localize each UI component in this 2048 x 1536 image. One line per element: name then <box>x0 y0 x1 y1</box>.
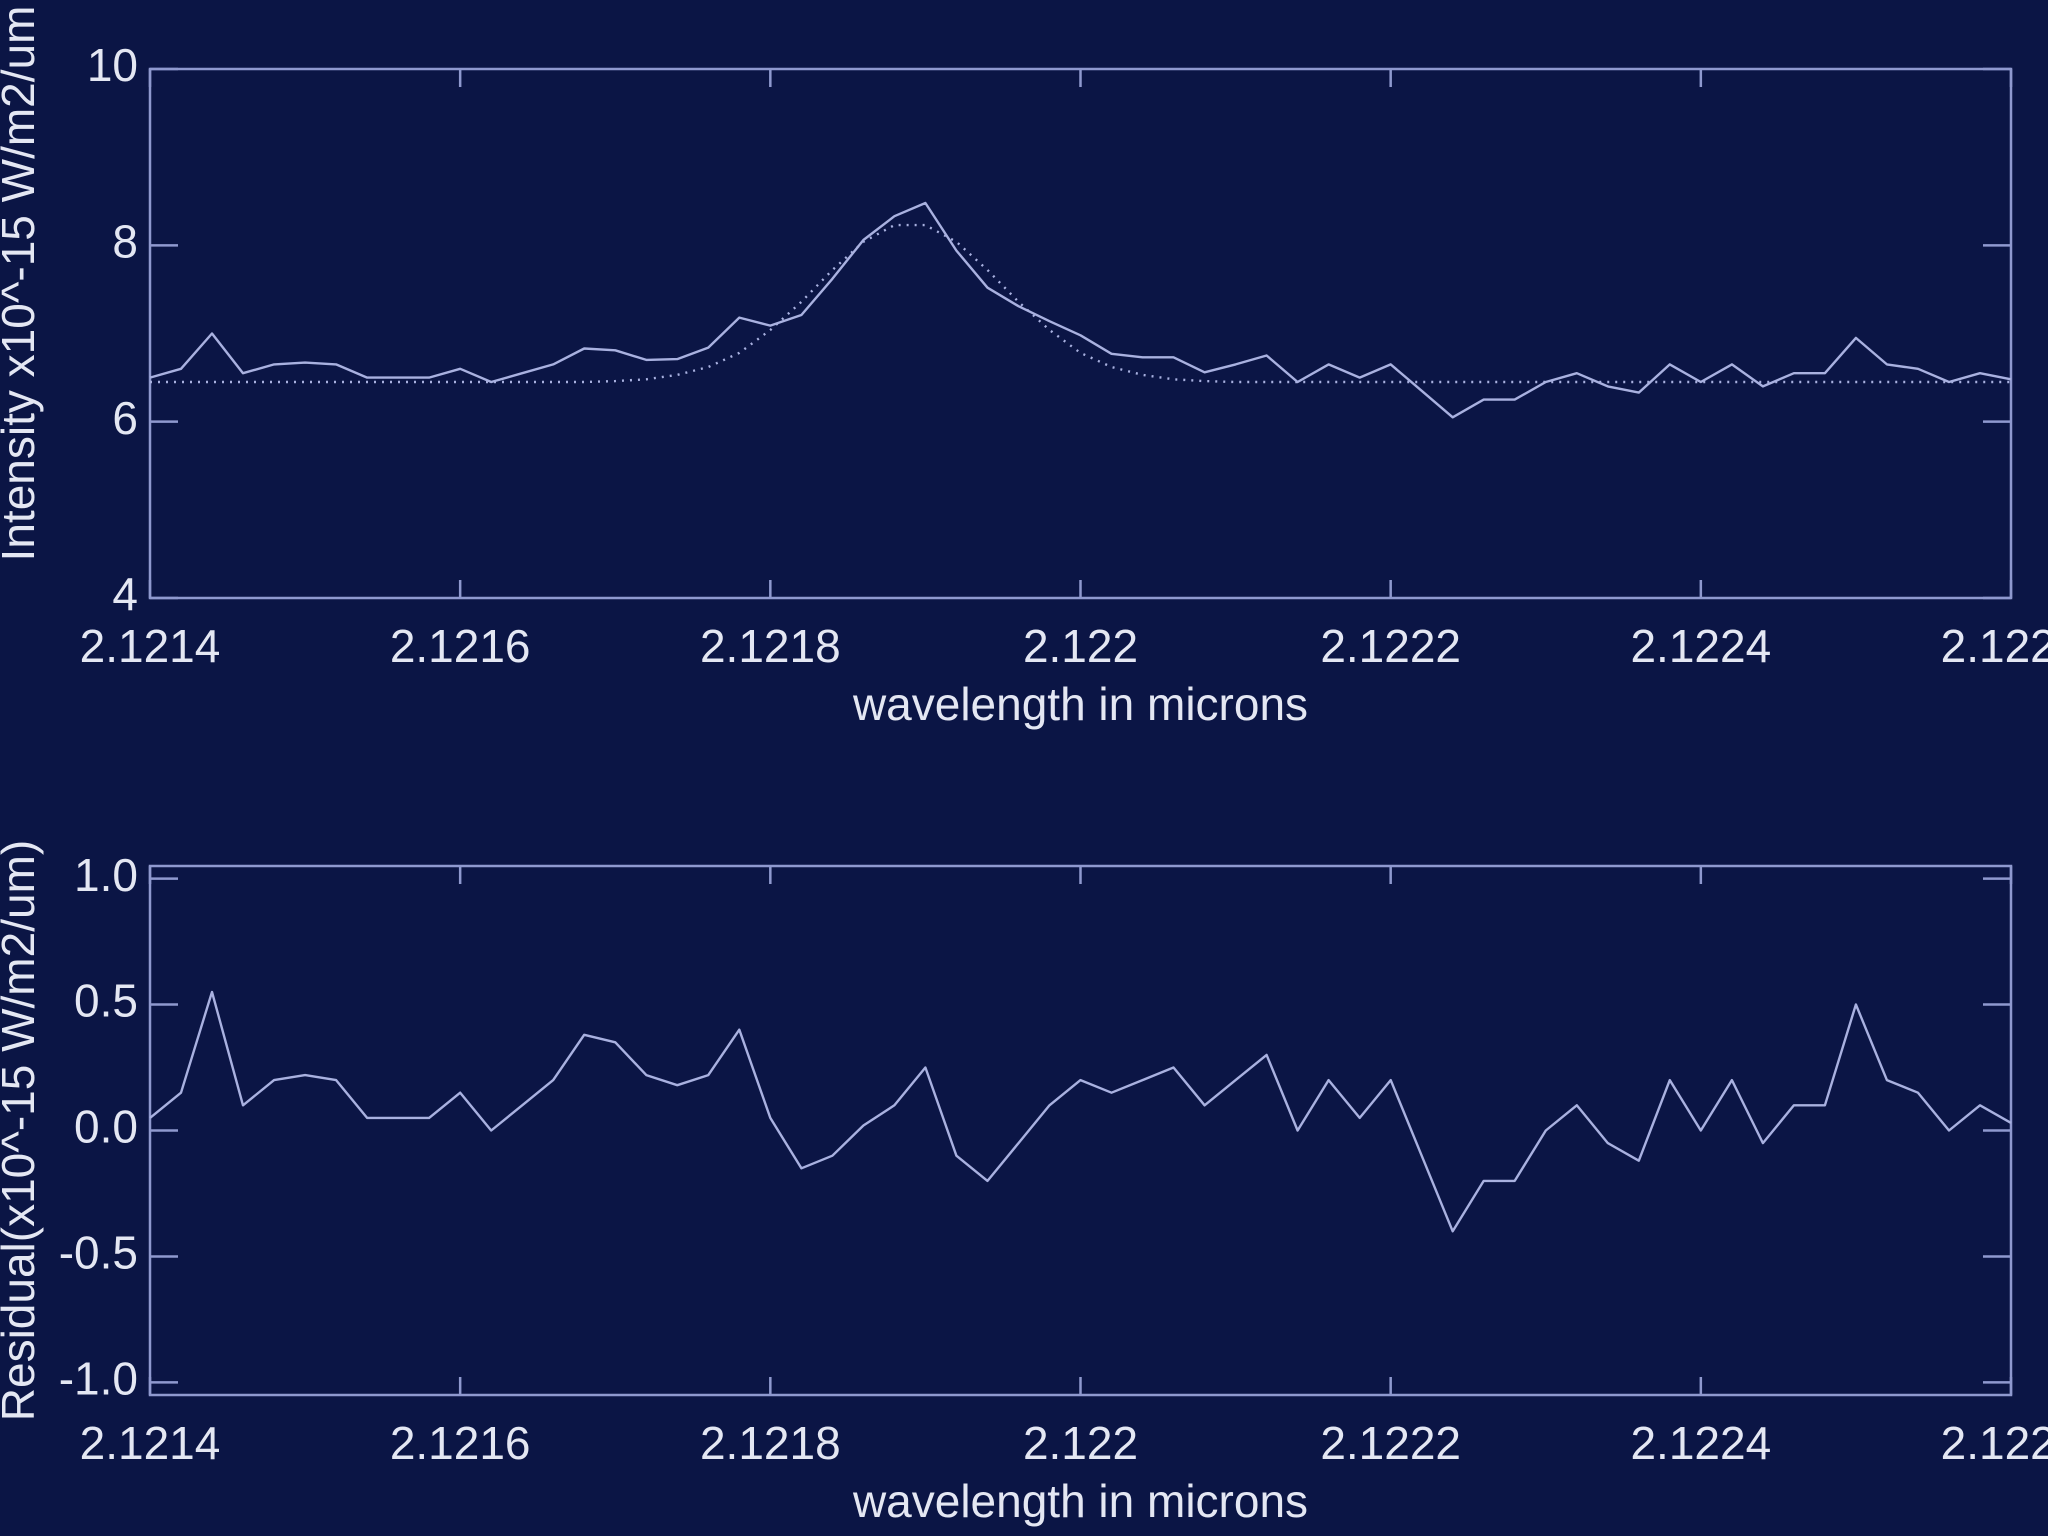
x-tick-label: 2.1218 <box>700 1417 841 1469</box>
x-tick-label: 2.122 <box>1023 1417 1138 1469</box>
x-tick-label: 2.1214 <box>80 1417 221 1469</box>
x-tick-label: 2.1224 <box>1630 620 1771 672</box>
x-tick-label: 2.1226 <box>1941 620 2048 672</box>
x-axis-label: wavelength in microns <box>852 678 1308 730</box>
y-tick-label: 6 <box>112 392 138 444</box>
x-tick-label: 2.1226 <box>1941 1417 2048 1469</box>
y-tick-label: 10 <box>87 39 138 91</box>
x-tick-label: 2.1218 <box>700 620 841 672</box>
y-axis-label: Intensity x10^-15 W/m2/um <box>0 6 44 562</box>
y-tick-label: -1.0 <box>59 1353 138 1405</box>
y-tick-label: 0.0 <box>74 1101 138 1153</box>
x-axis-label: wavelength in microns <box>852 1475 1308 1527</box>
data-line <box>149 990 2012 1233</box>
x-tick-label: 2.1216 <box>390 620 531 672</box>
x-tick-label: 2.1214 <box>80 620 221 672</box>
x-tick-label: 2.1216 <box>390 1417 531 1469</box>
y-tick-label: 0.5 <box>74 975 138 1027</box>
y-tick-label: -0.5 <box>59 1227 138 1279</box>
x-tick-label: 2.1222 <box>1320 1417 1461 1469</box>
data-line <box>149 201 2012 419</box>
x-tick-label: 2.122 <box>1023 620 1138 672</box>
y-tick-label: 1.0 <box>74 849 138 901</box>
x-tick-label: 2.1224 <box>1630 1417 1771 1469</box>
x-tick-label: 2.1222 <box>1320 620 1461 672</box>
y-tick-label: 8 <box>112 215 138 267</box>
y-axis-label: Residual(x10^-15 W/m2/um) <box>0 840 44 1421</box>
y-tick-label: 4 <box>112 568 138 620</box>
